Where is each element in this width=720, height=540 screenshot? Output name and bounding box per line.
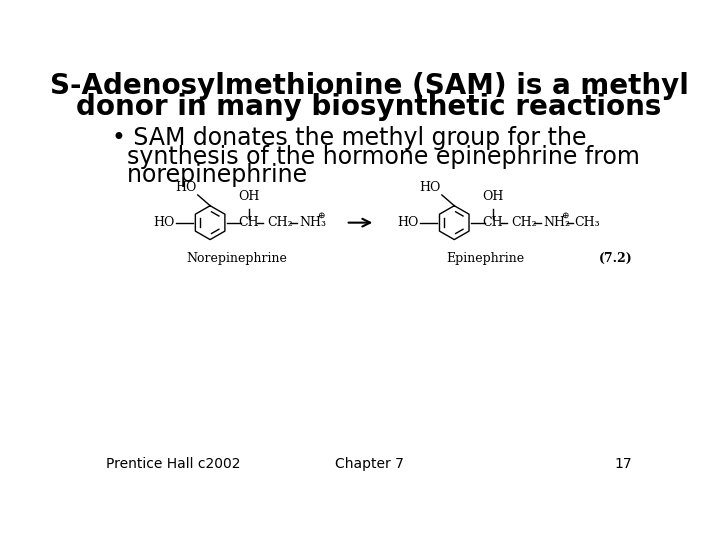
Text: (7.2): (7.2)	[599, 252, 632, 265]
Text: CH: CH	[482, 216, 503, 229]
Text: 17: 17	[615, 457, 632, 471]
Text: norepinephrine: norepinephrine	[112, 164, 307, 187]
Text: ⊕: ⊕	[318, 211, 325, 220]
Text: OH: OH	[238, 191, 260, 204]
Text: Prentice Hall c2002: Prentice Hall c2002	[106, 457, 240, 471]
Text: Norepinephrine: Norepinephrine	[186, 252, 288, 265]
Text: HO: HO	[153, 216, 174, 229]
Text: CH₂: CH₂	[511, 216, 537, 229]
Text: Epinephrine: Epinephrine	[446, 252, 524, 265]
Text: NH₂: NH₂	[543, 216, 570, 229]
Text: ⊕: ⊕	[561, 211, 568, 220]
Text: synthesis of the hormone epinephrine from: synthesis of the hormone epinephrine fro…	[112, 145, 639, 169]
Text: OH: OH	[482, 191, 504, 204]
Text: HO: HO	[397, 216, 418, 229]
Text: CH₃: CH₃	[575, 216, 600, 229]
Text: CH₂: CH₂	[267, 216, 293, 229]
Text: • SAM donates the methyl group for the: • SAM donates the methyl group for the	[112, 126, 586, 151]
Text: donor in many biosynthetic reactions: donor in many biosynthetic reactions	[76, 93, 662, 122]
Text: Chapter 7: Chapter 7	[335, 457, 403, 471]
Text: HO: HO	[175, 181, 196, 194]
Text: CH: CH	[238, 216, 259, 229]
Text: S-Adenosylmethionine (SAM) is a methyl: S-Adenosylmethionine (SAM) is a methyl	[50, 72, 688, 100]
Text: NH₃: NH₃	[299, 216, 326, 229]
Text: HO: HO	[419, 181, 441, 194]
